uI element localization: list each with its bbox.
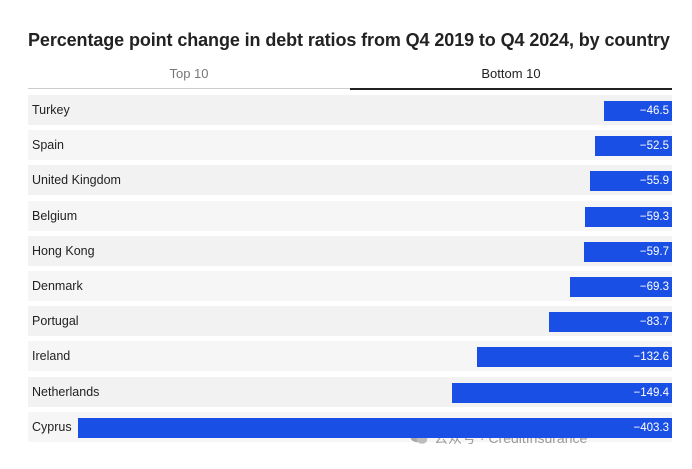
bar-value-label: −46.5 xyxy=(639,105,669,117)
bar-row: Turkey −46.5 xyxy=(28,95,672,125)
bar: −55.9 xyxy=(589,171,672,192)
category-label: United Kingdom xyxy=(32,173,121,188)
bar: −52.5 xyxy=(594,136,672,157)
category-label: Ireland xyxy=(32,349,71,364)
category-label: Portugal xyxy=(32,314,79,329)
bar-value-label: −55.9 xyxy=(639,175,669,188)
bar: −46.5 xyxy=(603,101,672,121)
bar-row: Hong Kong −59.7 xyxy=(28,235,672,266)
bar: −149.4 xyxy=(451,382,672,403)
bar-row: Denmark −69.3 xyxy=(28,270,672,301)
bar: −69.3 xyxy=(569,276,672,297)
bar-row: Cyprus −403.3 xyxy=(28,411,672,442)
bar: −132.6 xyxy=(476,347,672,368)
bar-row: Netherlands −149.4 xyxy=(28,376,672,407)
bar: −83.7 xyxy=(548,312,672,333)
bar-row: United Kingdom −55.9 xyxy=(28,165,672,196)
bar-row: Ireland −132.6 xyxy=(28,341,672,372)
bar-value-label: −149.4 xyxy=(633,386,669,399)
tab-top-10[interactable]: Top 10 xyxy=(28,60,350,89)
category-label: Spain xyxy=(32,138,64,153)
category-label: Belgium xyxy=(32,208,78,223)
bar: −59.7 xyxy=(584,241,672,262)
bar-value-label: −59.3 xyxy=(639,210,669,223)
tab-bar: Top 10 Bottom 10 xyxy=(28,60,672,90)
bar-value-label: −52.5 xyxy=(639,140,669,153)
chart-title: Percentage point change in debt ratios f… xyxy=(28,30,670,50)
bar: −403.3 xyxy=(78,417,672,438)
category-label: Turkey xyxy=(32,103,70,117)
category-label: Denmark xyxy=(32,278,83,293)
category-label: Netherlands xyxy=(32,384,100,399)
bar-value-label: −69.3 xyxy=(639,280,669,293)
bar-value-label: −59.7 xyxy=(639,245,669,258)
bar-value-label: −132.6 xyxy=(633,351,669,364)
bar-row: Belgium −59.3 xyxy=(28,200,672,231)
category-label: Cyprus xyxy=(32,419,72,434)
bar-value-label: −403.3 xyxy=(633,421,670,434)
bar: −59.3 xyxy=(584,206,672,227)
tab-bottom-10[interactable]: Bottom 10 xyxy=(350,60,672,90)
bar-chart: Turkey −46.5 Spain −52.5 United Kingdom −55.9… xyxy=(28,95,672,447)
bar-row: Spain −52.5 xyxy=(28,130,672,161)
bar-row: Portugal −83.7 xyxy=(28,306,672,337)
bar-value-label: −83.7 xyxy=(639,316,669,329)
category-label: Hong Kong xyxy=(32,243,95,258)
